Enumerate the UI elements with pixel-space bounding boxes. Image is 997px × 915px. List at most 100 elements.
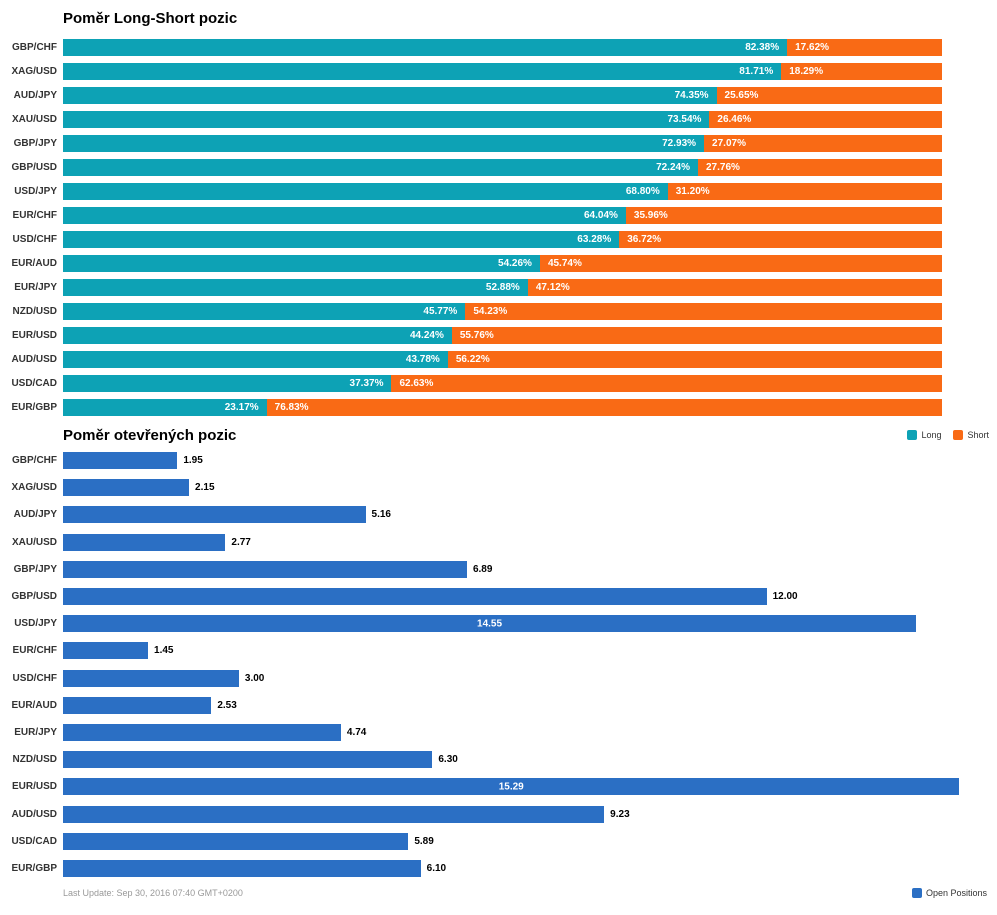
- bar-track: 2.15: [63, 479, 963, 497]
- short-bar: 45.74%: [539, 254, 942, 272]
- bar-track: 6.10: [63, 859, 963, 877]
- open-positions-row: EUR/USD 15.29: [0, 773, 997, 800]
- short-value-label: 31.20%: [675, 185, 710, 197]
- legend-swatch: [953, 430, 964, 440]
- value-label: 4.74: [346, 726, 367, 738]
- bar-track: 54.26% 45.74%: [63, 254, 942, 272]
- long-short-row: EUR/JPY 52.88% 47.12%: [0, 275, 997, 299]
- long-short-row: USD/CAD 37.37% 62.63%: [0, 371, 997, 395]
- long-value-label: 81.71%: [739, 65, 774, 77]
- short-value-label: 56.22%: [455, 353, 490, 365]
- bar-track: 4.74: [63, 723, 963, 741]
- value-label: 6.10: [426, 862, 447, 874]
- long-short-row: EUR/CHF 64.04% 35.96%: [0, 203, 997, 227]
- bar-track: 43.78% 56.22%: [63, 350, 942, 368]
- bar-track: 72.93% 27.07%: [63, 134, 942, 152]
- category-label: AUD/USD: [11, 353, 57, 365]
- category-label: USD/CHF: [12, 233, 57, 245]
- short-bar: 25.65%: [716, 86, 942, 104]
- legend-item-long[interactable]: Long: [907, 430, 941, 440]
- long-value-label: 82.38%: [745, 41, 780, 53]
- category-label: AUD/JPY: [13, 509, 57, 521]
- long-short-row: XAU/USD 73.54% 26.46%: [0, 107, 997, 131]
- legend-item-label: Long: [921, 430, 942, 440]
- value-label: 2.77: [231, 536, 251, 548]
- long-value-label: 74.35%: [674, 89, 709, 101]
- long-short-row: EUR/AUD 54.26% 45.74%: [0, 251, 997, 275]
- long-value-label: 73.54%: [667, 113, 702, 125]
- long-bar: 82.38%: [63, 38, 788, 56]
- bar-track: 2.53: [63, 696, 963, 714]
- category-label: AUD/USD: [11, 808, 57, 820]
- long-bar: 68.80%: [63, 182, 668, 200]
- open-positions-bar: [63, 479, 190, 497]
- short-bar: 27.07%: [704, 134, 942, 152]
- value-label: 2.15: [195, 482, 215, 494]
- legend-item-label: Open Positions: [925, 888, 987, 898]
- long-short-row: XAG/USD 81.71% 18.29%: [0, 59, 997, 83]
- long-bar: 23.17%: [63, 398, 267, 416]
- value-label: 6.89: [472, 563, 493, 575]
- long-short-row: GBP/CHF 82.38% 17.62%: [0, 35, 997, 59]
- category-label: EUR/JPY: [14, 726, 57, 738]
- open-positions-bar: [63, 669, 239, 687]
- value-label: 15.29: [498, 781, 524, 793]
- bar-track: 6.89: [63, 560, 963, 578]
- short-bar: 35.96%: [625, 206, 942, 224]
- value-label: 6.30: [438, 754, 458, 766]
- category-label: GBP/USD: [11, 161, 57, 173]
- open-positions-row: USD/CHF 3.00: [0, 665, 997, 692]
- long-bar: 44.24%: [63, 326, 452, 344]
- category-label: USD/JPY: [14, 185, 57, 197]
- long-short-row: EUR/GBP 23.17% 76.83%: [0, 395, 997, 419]
- bar-track: 5.89: [63, 832, 963, 850]
- bar-track: 64.04% 35.96%: [63, 206, 942, 224]
- short-value-label: 45.74%: [547, 257, 582, 269]
- open-positions-rows: GBP/CHF 1.95 XAG/USD 2.15 AUD/JPY 5.16 XAU/USD…: [0, 447, 997, 882]
- open-positions-row: USD/CAD 5.89: [0, 828, 997, 855]
- category-label: GBP/JPY: [13, 563, 57, 575]
- value-label: 3.00: [244, 672, 265, 684]
- short-bar: 18.29%: [781, 62, 942, 80]
- long-value-label: 45.77%: [423, 305, 458, 317]
- open-positions-row: XAU/USD 2.77: [0, 529, 997, 556]
- bar-track: 37.37% 62.63%: [63, 374, 942, 392]
- category-label: EUR/USD: [11, 781, 57, 793]
- short-bar: 47.12%: [527, 278, 942, 296]
- category-label: XAG/USD: [11, 65, 57, 77]
- short-value-label: 36.72%: [627, 233, 662, 245]
- long-bar: 72.24%: [63, 158, 698, 176]
- short-bar: 26.46%: [709, 110, 942, 128]
- legend-swatch: [911, 888, 922, 898]
- long-value-label: 44.24%: [409, 329, 444, 341]
- category-label: GBP/USD: [11, 591, 57, 603]
- category-label: GBP/JPY: [13, 137, 57, 149]
- open-positions-bar: [63, 533, 226, 551]
- category-label: EUR/CHF: [12, 209, 57, 221]
- long-short-chart: Poměr Long-Short pozic GBP/CHF 82.38% 17.6…: [0, 0, 997, 419]
- bar-track: 74.35% 25.65%: [63, 86, 942, 104]
- category-label: EUR/USD: [11, 329, 57, 341]
- short-value-label: 25.65%: [724, 89, 759, 101]
- open-positions-row: USD/JPY 14.55: [0, 610, 997, 637]
- bar-track: 44.24% 55.76%: [63, 326, 942, 344]
- long-short-row: USD/JPY 68.80% 31.20%: [0, 179, 997, 203]
- legend-item-short[interactable]: Short: [953, 430, 989, 440]
- bar-track: 23.17% 76.83%: [63, 398, 942, 416]
- chart-footer: Last Update: Sep 30, 2016 07:40 GMT+0200…: [0, 888, 997, 898]
- short-bar: 54.23%: [465, 302, 942, 320]
- long-short-row: AUD/JPY 74.35% 25.65%: [0, 83, 997, 107]
- long-value-label: 37.37%: [349, 377, 384, 389]
- short-bar: 27.76%: [697, 158, 942, 176]
- legend-item-open-positions[interactable]: Open Positions: [911, 888, 987, 898]
- bar-track: 1.95: [63, 452, 963, 470]
- long-value-label: 72.93%: [662, 137, 697, 149]
- long-value-label: 43.78%: [405, 353, 440, 365]
- open-positions-row: GBP/USD 12.00: [0, 583, 997, 610]
- long-short-row: USD/CHF 63.28% 36.72%: [0, 227, 997, 251]
- long-value-label: 72.24%: [656, 161, 690, 173]
- bar-track: 1.45: [63, 642, 963, 660]
- open-positions-bar: [63, 859, 421, 877]
- bar-track: 6.30: [63, 751, 963, 769]
- long-short-chart-title: Poměr Long-Short pozic: [63, 10, 238, 27]
